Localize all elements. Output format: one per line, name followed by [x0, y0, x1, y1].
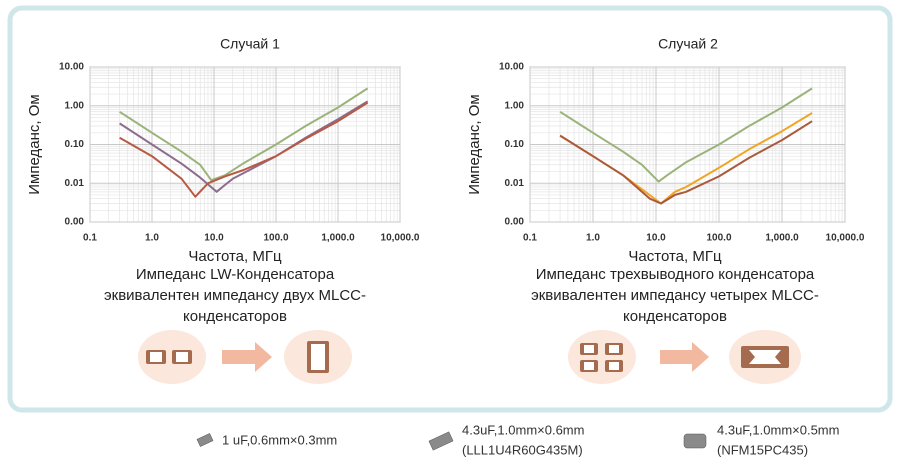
x-tick-label: 10,000.0: [826, 233, 865, 244]
legend-label: (NFM15PC435): [717, 442, 808, 457]
x-tick-label: 1.0: [145, 233, 159, 244]
x-axis-label: Частота, МГц: [628, 248, 722, 265]
y-tick-label: 0.10: [65, 139, 85, 150]
series-line: [119, 100, 369, 193]
x-axis-label: Частота, МГц: [188, 248, 282, 265]
chart-title: Случай 1: [220, 36, 280, 52]
y-tick-label: 0.01: [65, 178, 85, 189]
x-tick-label: 1.0: [586, 233, 600, 244]
x-tick-label: 100.0: [263, 233, 288, 244]
caption-line: конденсаторов: [183, 308, 287, 325]
x-tick-label: 10.0: [204, 233, 224, 244]
y-tick-label: 1.00: [505, 100, 525, 111]
y-axis-label: Импеданс, Ом: [26, 94, 43, 194]
series-line: [119, 101, 369, 198]
x-tick-label: 10.0: [646, 233, 666, 244]
chart-title: Случай 2: [658, 36, 718, 52]
x-tick-label: 0.1: [83, 233, 97, 244]
caption-line: Импеданс LW-Конденсатора: [136, 266, 335, 283]
y-tick-label: 0.00: [65, 217, 85, 228]
legend-icons: [196, 431, 707, 451]
x-tick-label: 10,000.0: [381, 233, 420, 244]
series-line: [559, 120, 813, 205]
x-tick-label: 1,000.0: [765, 233, 799, 244]
y-tick-label: 10.00: [59, 62, 84, 73]
legend-label: 1 uF,0.6mm×0.3mm: [222, 432, 337, 447]
y-tick-label: 0.01: [505, 178, 525, 189]
diagram-1: [138, 330, 352, 384]
series-line: [559, 87, 813, 183]
caption-line: Импеданс трехвыводного конденсатора: [536, 266, 815, 283]
diagram-2: [568, 330, 801, 384]
caption-line: конденсаторов: [623, 308, 727, 325]
y-axis-label: Импеданс, Ом: [466, 94, 483, 194]
y-tick-label: 0.10: [505, 139, 525, 150]
series-line: [119, 87, 369, 182]
legend-label: (LLL1U4R60G435M): [462, 442, 583, 457]
legend-label: 4.3uF,1.0mm×0.5mm: [717, 422, 839, 437]
x-tick-label: 1,000.0: [321, 233, 355, 244]
legend-label: 4.3uF,1.0mm×0.6mm: [462, 422, 584, 437]
x-tick-label: 0.1: [523, 233, 537, 244]
y-tick-label: 0.00: [505, 217, 525, 228]
caption-line: эквивалентен импедансу четырех MLCC-: [531, 287, 819, 304]
y-tick-label: 10.00: [499, 62, 524, 73]
y-tick-label: 1.00: [65, 100, 85, 111]
caption-line: эквивалентен импедансу двух MLCC-: [104, 287, 366, 304]
x-tick-label: 100.0: [706, 233, 731, 244]
